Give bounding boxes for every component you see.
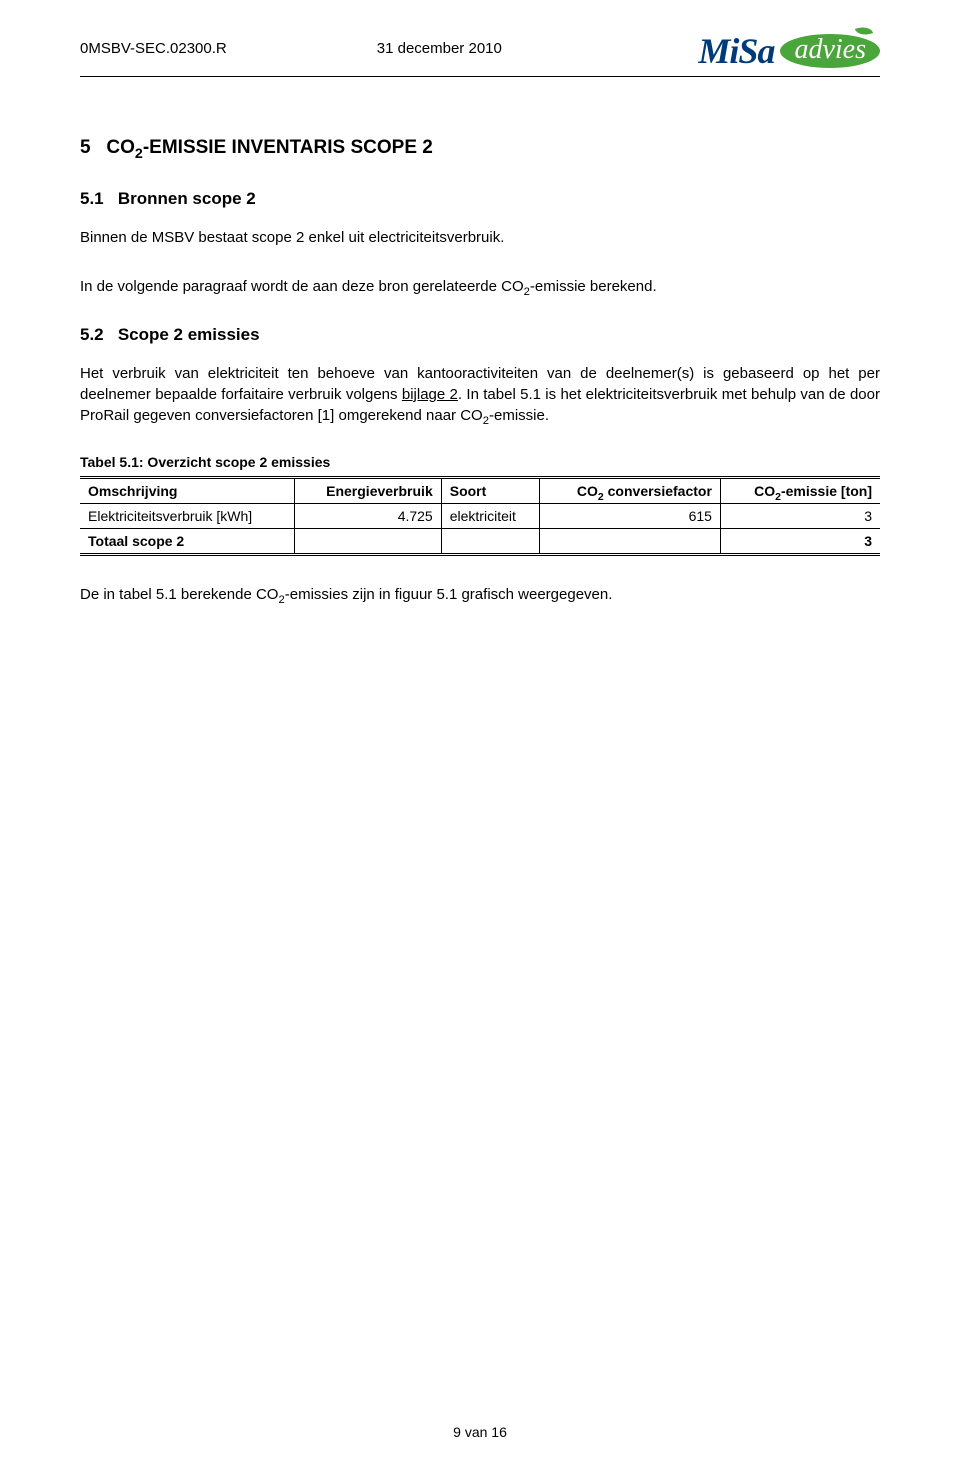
subsection-2-para-1: Het verbruik van elektriciteit ten behoe… [80, 363, 880, 426]
s2p1-c: -emissie. [489, 407, 549, 424]
bijlage-link[interactable]: bijlage 2 [402, 386, 458, 403]
subsection-2-number: 5.2 [80, 325, 104, 344]
section-heading: 5 CO2-EMISSIE INVENTARIS SCOPE 2 [80, 137, 880, 159]
p2-a: In de volgende paragraaf wordt de aan de… [80, 278, 524, 295]
doc-code: 0MSBV-SEC.02300.R [80, 40, 227, 57]
td-energieverbruik: 4.725 [294, 504, 441, 529]
td-total-3 [441, 529, 540, 555]
subsection-1-title: Bronnen scope 2 [118, 189, 256, 208]
th-conversiefactor: CO2 conversiefactor [540, 478, 720, 504]
emissions-table: Omschrijving Energieverbruik Soort CO2 c… [80, 476, 880, 556]
subsection-1-para-1: Binnen de MSBV bestaat scope 2 enkel uit… [80, 227, 880, 248]
td-total-emissie: 3 [720, 529, 880, 555]
td-total-label: Totaal scope 2 [80, 529, 294, 555]
subsection-2-title: Scope 2 emissies [118, 325, 260, 344]
page-container: 0MSBV-SEC.02300.R 31 december 2010 MiSa … [0, 0, 960, 1480]
th4-a: CO [577, 483, 598, 499]
section-number: 5 [80, 137, 91, 158]
closing-a: De in tabel 5.1 berekende CO [80, 586, 278, 603]
td-emissie: 3 [720, 504, 880, 529]
section-title-a: CO [106, 137, 135, 158]
header-left: 0MSBV-SEC.02300.R 31 december 2010 [80, 40, 502, 57]
subsection-1-para-2: In de volgende paragraaf wordt de aan de… [80, 276, 880, 297]
th5-b: -emissie [ton] [781, 483, 872, 499]
td-soort: elektriciteit [441, 504, 540, 529]
subsection-1-number: 5.1 [80, 189, 104, 208]
logo: MiSa advies [698, 30, 880, 72]
p2-b: -emissie berekend. [530, 278, 657, 295]
closing-b: -emissies zijn in figuur 5.1 grafisch we… [285, 586, 613, 603]
td-total-2 [294, 529, 441, 555]
subsection-1-heading: 5.1 Bronnen scope 2 [80, 189, 880, 209]
logo-main-text: MiSa [698, 30, 774, 72]
table-total-row: Totaal scope 2 3 [80, 529, 880, 555]
page-header: 0MSBV-SEC.02300.R 31 december 2010 MiSa … [80, 40, 880, 72]
doc-date: 31 december 2010 [377, 40, 502, 57]
table-caption: Tabel 5.1: Overzicht scope 2 emissies [80, 454, 880, 470]
page-footer: 9 van 16 [0, 1424, 960, 1440]
th-energieverbruik: Energieverbruik [294, 478, 441, 504]
closing-para: De in tabel 5.1 berekende CO2-emissies z… [80, 584, 880, 605]
header-divider [80, 76, 880, 77]
td-conversiefactor: 615 [540, 504, 720, 529]
td-omschrijving: Elektriciteitsverbruik [kWh] [80, 504, 294, 529]
section-title-b: -EMISSIE INVENTARIS SCOPE 2 [143, 137, 433, 158]
logo-sub-badge: advies [780, 34, 880, 68]
th-soort: Soort [441, 478, 540, 504]
th-emissie: CO2-emissie [ton] [720, 478, 880, 504]
table-header-row: Omschrijving Energieverbruik Soort CO2 c… [80, 478, 880, 504]
th5-a: CO [754, 483, 775, 499]
subsection-2-heading: 5.2 Scope 2 emissies [80, 325, 880, 345]
table-row: Elektriciteitsverbruik [kWh] 4.725 elekt… [80, 504, 880, 529]
section-title-sub: 2 [135, 146, 143, 162]
th4-b: conversiefactor [604, 483, 712, 499]
td-total-4 [540, 529, 720, 555]
th-omschrijving: Omschrijving [80, 478, 294, 504]
logo-sub-text: advies [794, 34, 866, 65]
